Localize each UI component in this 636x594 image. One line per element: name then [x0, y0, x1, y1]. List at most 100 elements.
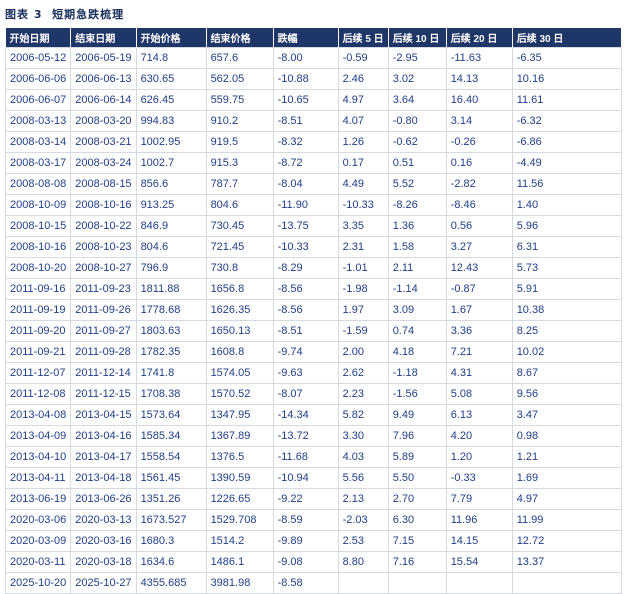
header-row: 开始日期 结束日期 开始价格 结束价格 跌幅 后续 5 日后续 10 日后续 20 日后续… [5, 28, 622, 48]
table-cell: 2020-03-16 [70, 530, 137, 552]
table-row: 2011-12-08 2011-12-15 1708.38 1570.52 -8.07 2… [4, 383, 622, 405]
table-cell: 2008-10-09 [4, 194, 72, 216]
table-cell: 6.13 [445, 404, 513, 426]
table-cell: 3.14 [445, 110, 513, 132]
table-cell: 1367.89 [205, 425, 274, 447]
table-cell: 2008-03-17 [4, 152, 72, 174]
table-cell: 4.18 [387, 341, 447, 363]
table-row: 2011-09-20 2011-09-27 1803.63 1650.13 -8.51-… [4, 320, 622, 342]
column-header: 结束价格 [206, 28, 274, 48]
column-header: 后续 5 日 [338, 28, 389, 48]
table-cell: -8.32 [272, 131, 339, 153]
table-cell: 8.25 [511, 320, 622, 342]
table-cell: 919.5 [205, 131, 274, 153]
table-cell: 2011-09-21 [4, 341, 72, 363]
table-cell: -11.63 [445, 47, 513, 69]
table-cell: 4.31 [445, 362, 513, 384]
table-cell: 804.6 [205, 194, 274, 216]
table-cell: 5.89 [387, 446, 447, 468]
table-cell: 11.56 [511, 173, 622, 195]
table-cell: 1782.35 [135, 341, 207, 363]
table-cell: -8.04 [272, 173, 339, 195]
table-cell: -9.22 [272, 488, 339, 510]
table-cell: 2006-06-13 [70, 68, 137, 90]
table-cell: 1347.95 [205, 404, 274, 426]
table-cell: -13.75 [272, 215, 339, 237]
table-cell: -2.95 [387, 47, 447, 69]
table-cell: 2008-10-22 [70, 215, 137, 237]
table-cell: 13.37 [511, 551, 622, 573]
table-cell: 5.82 [337, 404, 389, 426]
table-cell: 2011-12-07 [4, 362, 72, 384]
table-cell: 2008-10-20 [4, 257, 72, 279]
table-cell: 2013-04-16 [70, 425, 137, 447]
table-cell: -0.26 [445, 131, 513, 153]
table-cell: 5.56 [337, 467, 389, 489]
table-cell: 2020-03-06 [4, 509, 72, 531]
column-header: 后续 30 日 [512, 28, 622, 48]
table-cell: -0.59 [337, 47, 389, 69]
table-cell: 1673.527 [135, 509, 207, 531]
table-cell: 2.46 [337, 68, 389, 90]
table-cell: -9.74 [272, 341, 339, 363]
table-cell: 1002.7 [135, 152, 207, 174]
table-cell: -10.88 [272, 68, 339, 90]
table-cell: 1573.64 [135, 404, 207, 426]
table-cell: 1585.34 [135, 425, 207, 447]
table-cell: 1.20 [445, 446, 513, 468]
table-cell: 12.72 [511, 530, 622, 552]
table-cell: 804.6 [135, 236, 207, 258]
table-cell: 2011-09-16 [4, 278, 72, 300]
table-cell: 2008-08-08 [4, 173, 72, 195]
table-cell: -8.46 [445, 194, 513, 216]
table-cell: 1650.13 [205, 320, 274, 342]
table-row: 2006-05-12 2006-05-19 714.8 657.6 -8.00 -0.59… [4, 47, 622, 69]
table-cell: 1529.708 [205, 509, 274, 531]
table-cell: -1.59 [337, 320, 389, 342]
table-cell: -14.34 [272, 404, 339, 426]
table-cell: 7.21 [445, 341, 513, 363]
table-cell: 1741.8 [135, 362, 207, 384]
table-cell: 2008-08-15 [70, 173, 137, 195]
table-cell: -13.72 [272, 425, 339, 447]
table-cell: -9.89 [272, 530, 339, 552]
table-cell: 2008-10-27 [70, 257, 137, 279]
table-cell: 1.40 [511, 194, 622, 216]
table-cell: 1803.63 [135, 320, 207, 342]
table-body: 2006-05-12 2006-05-19 714.8 657.6 -8.00 -0.59… [4, 47, 622, 594]
table-cell: 1561.45 [135, 467, 207, 489]
column-header: 跌幅 [273, 28, 339, 48]
table-cell: 2011-09-27 [70, 320, 137, 342]
table-cell: 1680.3 [135, 530, 207, 552]
table-cell: 2.62 [337, 362, 389, 384]
table-cell: -8.07 [272, 383, 339, 405]
table-cell: 2013-04-11 [4, 467, 72, 489]
table-cell: 2008-03-24 [70, 152, 137, 174]
table-cell: 6.31 [511, 236, 622, 258]
table-cell: -8.51 [272, 110, 339, 132]
table-cell: 714.8 [135, 47, 207, 69]
table-cell: 7.79 [445, 488, 513, 510]
table-cell: -11.90 [272, 194, 339, 216]
table-cell: 1.36 [387, 215, 447, 237]
table-cell: -10.33 [272, 236, 339, 258]
table-cell: 7.16 [387, 551, 447, 573]
empty-cell [337, 572, 389, 594]
column-header: 后续 10 日 [388, 28, 447, 48]
table-cell: 730.8 [205, 257, 274, 279]
table-cell: 10.38 [511, 299, 622, 321]
data-table: 开始日期 结束日期 开始价格 结束价格 跌幅 后续 5 日后续 10 日后续 20 日后续… [4, 28, 622, 594]
table-cell: -0.80 [387, 110, 447, 132]
table-cell: 10.16 [511, 68, 622, 90]
table-cell: 2.23 [337, 383, 389, 405]
table-cell: 2020-03-18 [70, 551, 137, 573]
table-cell: 2006-06-06 [4, 68, 72, 90]
table-row: 2020-03-09 2020-03-16 1680.3 1514.2 -9.89 2.5… [4, 530, 622, 552]
table-row: 2013-04-08 2013-04-15 1573.64 1347.95 -14.34… [4, 404, 622, 426]
table-cell: 3.02 [387, 68, 447, 90]
table-cell: 994.83 [135, 110, 207, 132]
table-cell: 562.05 [205, 68, 274, 90]
table-cell: 16.40 [445, 89, 513, 111]
table-cell: -8.56 [272, 278, 339, 300]
table-cell: -6.35 [511, 47, 622, 69]
